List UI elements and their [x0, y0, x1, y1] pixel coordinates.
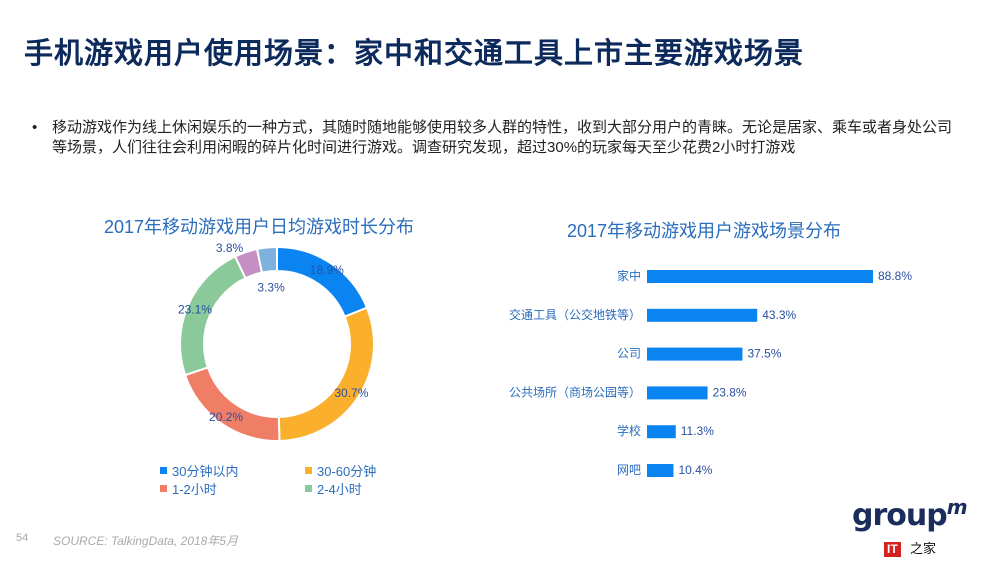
bar-category-label: 交通工具（公交地铁等） [509, 307, 641, 322]
logo-sup: m [946, 495, 968, 519]
bar-category-label: 公司 [617, 347, 641, 361]
bullet-text: • 移动游戏作为线上休闲娱乐的一种方式，其随时随地能够使用较多人群的特性，收到大部… [32, 118, 953, 158]
bar-value-label: 23.8% [713, 385, 747, 399]
page-number: 54 [16, 532, 29, 544]
legend-swatch [160, 467, 167, 474]
bar-category-label: 公共场所（商场公园等） [509, 384, 641, 399]
donut-slice [183, 366, 281, 442]
legend-swatch [160, 485, 167, 492]
bar-value-label: 37.5% [747, 347, 781, 361]
bar-value-label: 43.3% [762, 308, 796, 322]
legend-label: 1-2小时 [172, 482, 217, 497]
bar-chart-title: 2017年移动游戏用户游戏场景分布 [567, 221, 842, 241]
bar-category-label: 网吧 [617, 463, 641, 477]
legend-item: 1-2小时 [160, 479, 217, 498]
donut-slice [276, 245, 369, 319]
legend-swatch [305, 467, 312, 474]
source-note: SOURCE: TalkingData, 2018年5月 [53, 534, 238, 548]
bar [647, 308, 758, 322]
bar [647, 425, 676, 439]
slice-label: 18.9% [310, 263, 344, 277]
bar-category-label: 学校 [617, 423, 641, 438]
ithome-text: 之家 [910, 541, 937, 556]
page-title: 手机游戏用户使用场景：家中和交通工具上市主要游戏场景 [24, 38, 805, 70]
bar-value-label: 88.8% [878, 269, 912, 283]
logo-text: group [852, 498, 948, 533]
legend-item: 30分钟以内 [160, 461, 238, 480]
bar-category-label: 家中 [617, 268, 641, 283]
ithome-badge: IT [884, 542, 901, 557]
slice-label: 23.1% [178, 302, 212, 316]
slice-label: 20.2% [209, 410, 243, 424]
legend-label: 30分钟以内 [172, 464, 239, 479]
bullet-body: 移动游戏作为线上休闲娱乐的一种方式，其随时随地能够使用较多人群的特性，收到大部分… [52, 119, 953, 156]
bar [647, 464, 674, 477]
legend-item: 2-4小时 [305, 479, 362, 498]
bar [647, 270, 873, 283]
legend-label: 30-60分钟 [317, 464, 377, 479]
legend-item: 30-60分钟 [305, 461, 376, 480]
slice-label: 3.3% [257, 280, 285, 294]
slice-label: 3.8% [216, 241, 244, 255]
bar [647, 386, 708, 400]
bar-value-label: 11.3% [681, 424, 714, 438]
bar-value-label: 10.4% [678, 463, 712, 477]
bullet-marker: • [32, 119, 38, 136]
legend-swatch [305, 485, 312, 492]
groupm-logo: groupm [852, 497, 968, 533]
donut-chart-title: 2017年移动游戏用户日均游戏时长分布 [104, 217, 415, 237]
slice-label: 30.7% [334, 386, 368, 400]
donut-slice [277, 306, 375, 442]
legend-label: 2-4小时 [317, 482, 362, 497]
bar [647, 347, 743, 361]
donut-slice [255, 245, 278, 274]
